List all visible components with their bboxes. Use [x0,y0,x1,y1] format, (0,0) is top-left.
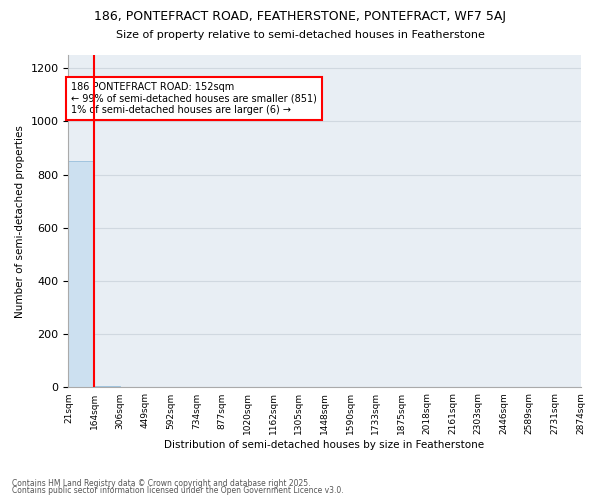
Text: 186 PONTEFRACT ROAD: 152sqm
← 99% of semi-detached houses are smaller (851)
1% o: 186 PONTEFRACT ROAD: 152sqm ← 99% of sem… [71,82,317,115]
Text: 186, PONTEFRACT ROAD, FEATHERSTONE, PONTEFRACT, WF7 5AJ: 186, PONTEFRACT ROAD, FEATHERSTONE, PONT… [94,10,506,23]
Bar [68,161,94,388]
Bar [94,386,119,388]
X-axis label: Distribution of semi-detached houses by size in Featherstone: Distribution of semi-detached houses by … [164,440,485,450]
Text: Contains HM Land Registry data © Crown copyright and database right 2025.: Contains HM Land Registry data © Crown c… [12,478,311,488]
Text: Size of property relative to semi-detached houses in Featherstone: Size of property relative to semi-detach… [116,30,484,40]
Text: Contains public sector information licensed under the Open Government Licence v3: Contains public sector information licen… [12,486,344,495]
Y-axis label: Number of semi-detached properties: Number of semi-detached properties [15,125,25,318]
